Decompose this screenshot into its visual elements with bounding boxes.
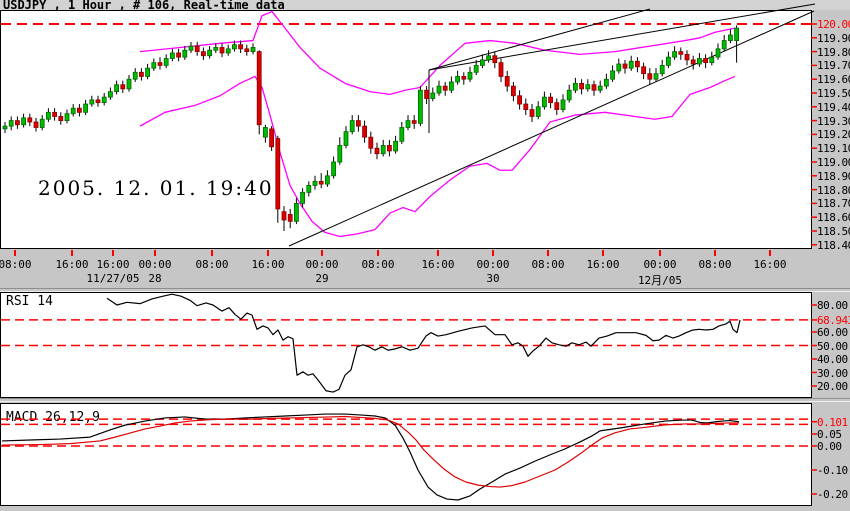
rsi-indicator-label: RSI 14 — [6, 294, 53, 309]
time-axis-label: 16:00 — [421, 258, 455, 271]
date-axis-label: 11/27/05 — [86, 272, 140, 285]
price-axis-label: 119.40 — [817, 100, 850, 114]
bottom-strip — [0, 506, 850, 511]
time-axis-label: 00:00 — [643, 258, 677, 271]
rsi-axis-label: 60.00 — [817, 326, 848, 339]
price-axis-label: 118.80 — [817, 183, 850, 197]
time-axis-label: 08:00 — [361, 258, 395, 271]
time-axis-label: 16:00 — [55, 258, 89, 271]
price-axis-label: 118.90 — [817, 169, 850, 183]
macd-axis-label: 0.05 — [817, 428, 842, 441]
rsi-axis-label: 30.00 — [817, 366, 848, 380]
price-axis-label: 120.00 — [817, 18, 850, 31]
price-axis-label: 119.10 — [817, 142, 850, 156]
rsi-axis-label: 40.00 — [817, 353, 848, 366]
price-axis-label: 119.50 — [817, 87, 850, 100]
macd-axis-label: 0.00 — [817, 440, 842, 453]
price-axis-label: 119.60 — [817, 73, 850, 87]
title-strip: USDJPY , 1 Hour , # 106, Real-time data — [0, 0, 850, 12]
chart-title: USDJPY , 1 Hour , # 106, Real-time data — [3, 0, 285, 12]
price-axis-label: 119.80 — [817, 45, 850, 59]
macd-indicator-label: MACD 26,12,9 — [6, 410, 100, 425]
macd-axis-label: 0.101 — [817, 415, 848, 429]
time-axis-label: 08:00 — [0, 258, 32, 271]
price-axis-label: 118.40 — [817, 238, 850, 252]
rsi-axis-label: 50.00 — [817, 339, 848, 353]
panel-divider[interactable] — [0, 398, 850, 402]
rsi-axis-label: 80.00 — [817, 299, 848, 312]
time-axis-label: 08:00 — [195, 258, 229, 271]
time-axis-label: 00:00 — [305, 258, 339, 271]
time-axis-label: 08:00 — [531, 258, 565, 271]
price-axis-label: 119.30 — [817, 114, 850, 128]
time-axis-label: 16:00 — [753, 258, 787, 271]
time-axis-label: 16:00 — [586, 258, 620, 271]
date-axis-label: 12月/05 — [637, 274, 683, 287]
date-axis-label: 29 — [315, 272, 329, 285]
price-axis-label: 118.60 — [817, 211, 850, 225]
date-axis-label: 30 — [486, 272, 500, 285]
x-axis-strip — [0, 249, 850, 288]
price-axis-label: 118.70 — [817, 197, 850, 211]
rsi-axis-label: 68.943 — [817, 313, 850, 327]
time-axis-label: 00:00 — [138, 258, 172, 271]
time-axis-label: 16:00 — [251, 258, 285, 271]
price-axis-label: 119.70 — [817, 59, 850, 73]
time-axis-label: 00:00 — [476, 258, 510, 271]
macd-axis-label: -0.10 — [817, 464, 848, 477]
time-axis-label: 08:00 — [698, 258, 732, 271]
rsi-axis-label: 20.00 — [817, 380, 848, 393]
price-axis-label: 119.90 — [817, 31, 850, 45]
date-axis-label: 28 — [148, 272, 162, 285]
time-axis-label: 16:00 — [96, 258, 130, 271]
price-axis-label: 118.50 — [817, 225, 850, 238]
panel-divider[interactable] — [0, 288, 850, 292]
price-axis-label: 119.20 — [817, 128, 850, 142]
price-axis-label: 119.00 — [817, 156, 850, 169]
last-update-timestamp: 2005. 12. 01. 19:40 — [38, 176, 274, 200]
macd-axis-label: -0.20 — [817, 488, 848, 501]
